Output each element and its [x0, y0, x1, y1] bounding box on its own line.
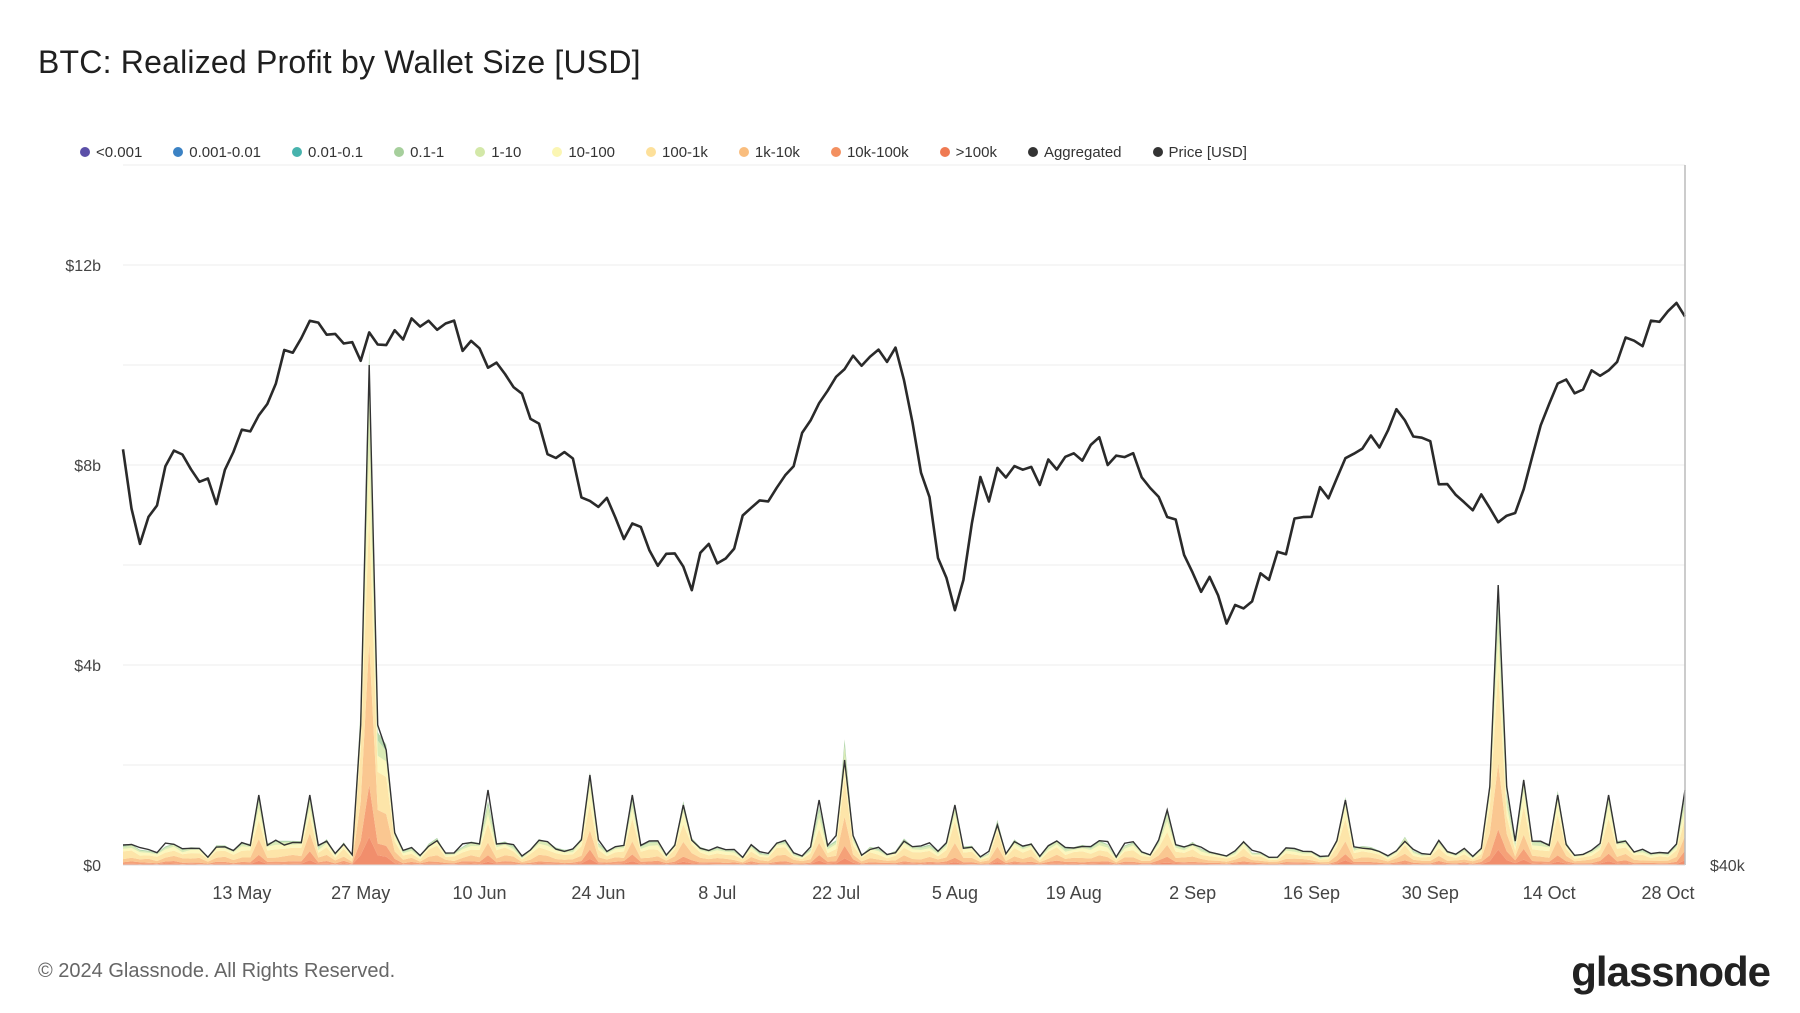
legend-label: 10k-100k [846, 143, 909, 161]
legend-item[interactable]: 0.001-0.01 [173, 144, 261, 161]
y-tick-label: $8b [74, 458, 101, 475]
line-series [121, 301, 1687, 859]
legend-dot [738, 147, 749, 157]
x-tick-label: 5 Aug [932, 883, 978, 903]
gridlines [123, 164, 1685, 866]
y-tick-label: $0 [83, 858, 101, 875]
y-right-tick-label: $40k [1710, 858, 1746, 875]
area-series [123, 348, 1685, 865]
legend-label: 1k-10k [754, 143, 800, 161]
price-line [121, 301, 1687, 625]
x-tick-label: 16 Sep [1283, 883, 1340, 903]
legend-dot [80, 147, 90, 157]
x-tick-label: 24 Jun [571, 883, 625, 903]
legend-label: 10-100 [568, 143, 616, 161]
legend-item[interactable]: >100k [939, 143, 997, 161]
legend-item[interactable]: 0.01-0.1 [292, 144, 363, 161]
chart-legend: <0.001 0.001-0.01 0.01-0.1 0.1-1 1-10 10… [80, 142, 1278, 162]
legend-label: Aggregated [1043, 143, 1122, 161]
legend-item[interactable]: 10k-100k [830, 143, 909, 161]
brand-logo: glassnode [1571, 948, 1771, 995]
legend-item[interactable]: 1-10 [475, 144, 521, 161]
legend-item[interactable]: Price [USD] [1152, 143, 1247, 161]
x-tick-label: 10 Jun [453, 883, 507, 903]
x-tick-label: 28 Oct [1642, 883, 1695, 903]
legend-item[interactable]: Aggregated [1027, 143, 1122, 161]
x-tick-label: 13 May [212, 883, 271, 903]
x-tick-label: 14 Oct [1523, 883, 1576, 903]
legend-dot [939, 147, 950, 157]
legend-label: 0.01-0.1 [308, 143, 364, 161]
y-tick-label: $12b [65, 258, 101, 275]
legend-label: Price [USD] [1168, 143, 1247, 161]
axes: $0 $4b $8b $12b $40k 13 May 27 May 10 Jun 24 Jun… [65, 165, 1746, 903]
x-tick-label: 30 Sep [1402, 883, 1459, 903]
legend-item[interactable]: 100-1k [646, 144, 708, 161]
legend-dot [394, 147, 405, 157]
legend-item[interactable]: 1k-10k [738, 143, 800, 161]
legend-label: <0.001 [96, 143, 143, 161]
legend-label: 1-10 [491, 143, 522, 161]
legend-dot [475, 147, 486, 157]
wallet-band-area [123, 642, 1685, 864]
x-tick-label: 22 Jul [812, 883, 860, 903]
legend-label: >100k [955, 143, 997, 161]
wallet-band-area [123, 785, 1685, 865]
legend-dot [292, 147, 303, 157]
y-tick-label: $4b [74, 658, 101, 675]
copyright-notice: © 2024 Glassnode. All Rights Reserved. [38, 960, 396, 982]
chart-title: BTC: Realized Profit by Wallet Size [USD… [38, 44, 641, 80]
wallet-band-area [123, 515, 1685, 863]
aggregated-line [122, 364, 1686, 859]
legend-dot [1152, 147, 1163, 157]
x-tick-label: 19 Aug [1046, 883, 1102, 903]
legend-dot [173, 147, 184, 157]
legend-item[interactable]: 10-100 [552, 144, 615, 161]
legend-dot [830, 147, 841, 157]
legend-dot [1027, 147, 1038, 157]
legend-item[interactable]: 0.1-1 [394, 144, 444, 161]
legend-item[interactable]: <0.001 [80, 144, 142, 161]
x-tick-label: 27 May [331, 883, 390, 903]
x-tick-label: 2 Sep [1169, 883, 1216, 903]
legend-label: 0.001-0.01 [189, 143, 262, 161]
legend-label: 100-1k [662, 143, 708, 161]
wallet-band-area [123, 837, 1685, 865]
legend-label: 0.1-1 [410, 143, 445, 161]
legend-dot [646, 147, 657, 157]
legend-dot [552, 147, 563, 157]
x-tick-label: 8 Jul [698, 883, 736, 903]
